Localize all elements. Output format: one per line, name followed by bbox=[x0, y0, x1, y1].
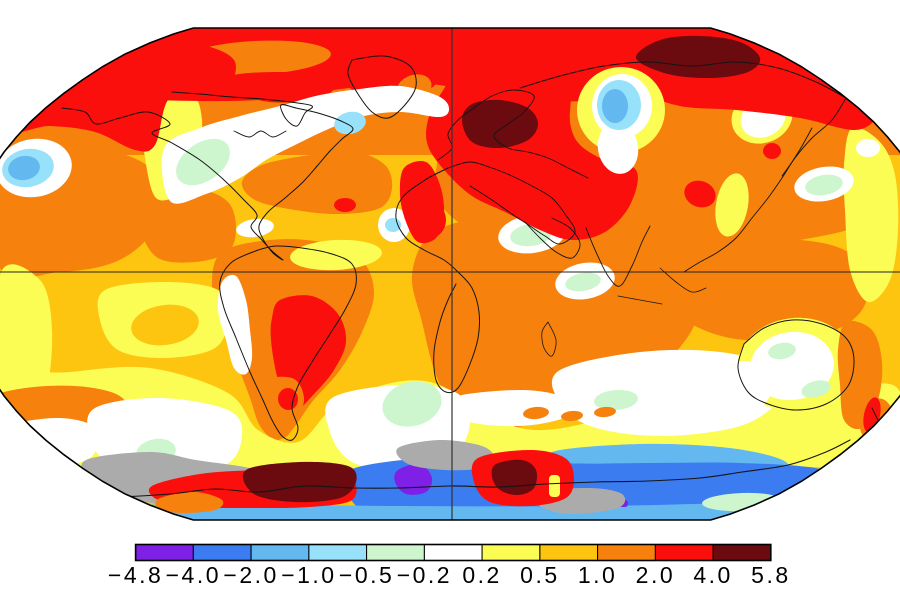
svg-text:5.8: 5.8 bbox=[751, 562, 790, 588]
svg-text:0.5: 0.5 bbox=[520, 562, 559, 588]
svg-text:−4.8: −4.8 bbox=[108, 562, 163, 588]
svg-text:−4.0: −4.0 bbox=[166, 562, 221, 588]
svg-text:1.0: 1.0 bbox=[578, 562, 617, 588]
svg-text:2.0: 2.0 bbox=[636, 562, 675, 588]
svg-text:−1.0: −1.0 bbox=[281, 562, 336, 588]
svg-text:−0.2: −0.2 bbox=[397, 562, 452, 588]
svg-text:0.2: 0.2 bbox=[462, 562, 501, 588]
svg-text:−0.5: −0.5 bbox=[339, 562, 394, 588]
svg-text:−2.0: −2.0 bbox=[223, 562, 278, 588]
svg-text:4.0: 4.0 bbox=[693, 562, 732, 588]
